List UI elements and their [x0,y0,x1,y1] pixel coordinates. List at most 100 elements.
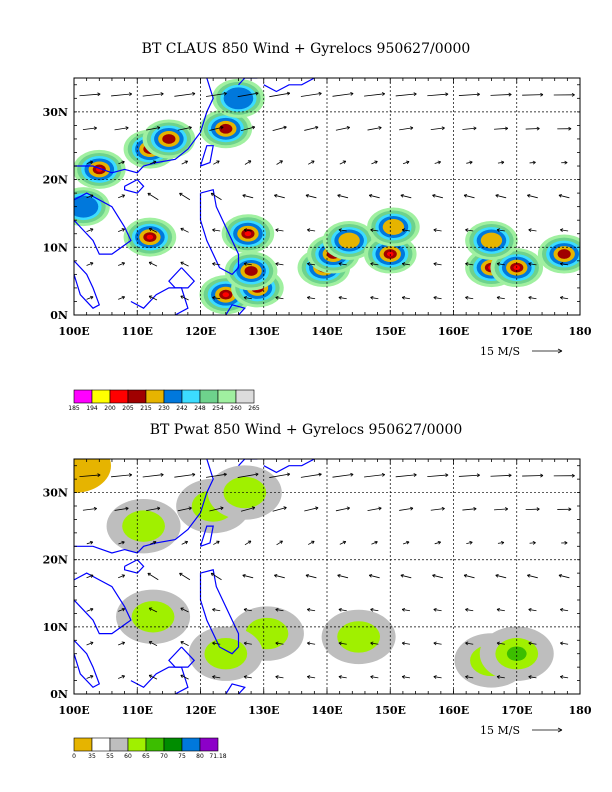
wind-arrow [118,194,126,199]
wind-arrow [148,607,158,613]
cloud-feature [465,221,518,261]
coastline [74,639,101,689]
wind-arrow [395,92,417,97]
wind-arrow [242,573,254,579]
colorbar-swatch [163,737,183,752]
wind-arrow [86,194,94,199]
wind-arrow [180,674,189,680]
wind-arrow [180,295,189,301]
wind-arrow [181,160,189,165]
wind-arrow [242,193,254,199]
wind-arrow [463,193,475,199]
wind-arrow [465,641,474,646]
colorbar-label: 194 [86,405,98,412]
colorbar-swatch [163,389,183,404]
wind-arrow [558,573,570,579]
wind-arrow [308,160,315,165]
wind-arrow [307,607,316,612]
shade-ellipse [337,621,381,653]
wind-arrow [86,607,94,612]
vector-scale-label: 15 M/S [480,724,520,737]
wind-arrow [527,193,538,199]
wind-arrow [212,228,221,232]
y-tick-label: 0N [50,309,68,322]
x-tick-label: 130E [248,704,279,717]
coastline [199,525,214,547]
wind-arrow [367,126,382,131]
wind-arrow [111,92,133,97]
wind-arrow [402,160,410,165]
shade-ellipse [122,510,165,542]
wind-arrow [338,262,347,266]
wind-arrow [147,192,159,201]
wind-arrow [433,607,442,612]
wind-arrow [522,92,544,97]
chart1-title: BT CLAUS 850 Wind + Gyrelocs 950627/0000 [141,41,471,57]
colorbar-label: 265 [248,405,260,412]
wind-arrow [240,506,256,512]
wind-arrow [528,607,537,612]
shade-ellipse [222,292,230,298]
wind-arrow [338,675,347,679]
wind-arrow [368,573,380,579]
colorbar-label: 65 [142,753,150,760]
chart2-plot: 100E 110E 120E 130E 140E 150E 160E 170E 180 0N 10N… [43,458,592,737]
cloud-feature [188,626,263,681]
colorbar-swatch [181,737,201,752]
cloud-feature [116,589,191,644]
wind-arrow [370,607,379,612]
colorbar-label: 205 [122,405,134,412]
chart2-colorbar: 0 35 55 60 65 70 75 80 71.18 [72,737,227,760]
wind-arrow [243,607,252,612]
shade-ellipse [146,234,154,240]
shade-ellipse [131,601,175,633]
x-tick-label: 110E [122,704,153,717]
wind-arrow [560,641,569,646]
colorbar-swatch [145,389,165,404]
cloud-feature [221,214,275,254]
wind-arrow [370,228,379,232]
wind-arrow [272,506,287,512]
wind-arrow [118,262,126,266]
shade-ellipse [382,219,405,235]
shade-ellipse [244,266,258,276]
wind-arrow [209,506,224,512]
wind-arrow [496,262,505,266]
wind-arrow [433,228,442,232]
wind-arrow [146,506,161,512]
wind-arrow [181,540,189,545]
colorbar-swatch [181,389,201,404]
y-tick-label: 20N [43,174,68,187]
wind-arrow [337,193,349,199]
shade-ellipse [223,87,254,110]
wind-arrow [557,507,572,512]
wind-arrow [527,573,538,579]
wind-arrow [371,160,378,165]
wind-arrow [401,295,411,300]
vector-scale-label: 15 M/S [480,345,520,358]
wind-arrow [118,228,126,233]
wind-arrow [465,607,474,612]
wind-arrow [434,540,441,545]
wind-arrow [560,262,569,266]
wind-arrow [304,506,319,512]
wind-arrow [212,607,221,612]
chart1-plot: 100E 110E 120E 130E 140E 150E 160E 170E 180 0N 10N… [43,77,592,358]
wind-arrow [86,675,94,679]
wind-arrow [275,641,284,646]
wind-arrow [243,675,252,679]
x-tick-label: 120E [185,704,216,717]
wind-arrow [300,91,322,97]
wind-arrow [462,507,477,511]
wind-arrow [557,126,572,131]
colorbar-label: 260 [230,405,242,412]
wind-arrow [458,92,480,97]
colorbar-label: 70 [160,753,168,760]
colorbar-swatch [91,389,111,404]
wind-arrow [338,641,347,646]
wind-arrow [308,540,315,545]
cloud-feature [123,217,177,257]
colorbar-label: 55 [106,753,114,760]
wind-arrow [335,125,350,131]
colorbar-swatch [145,737,165,752]
